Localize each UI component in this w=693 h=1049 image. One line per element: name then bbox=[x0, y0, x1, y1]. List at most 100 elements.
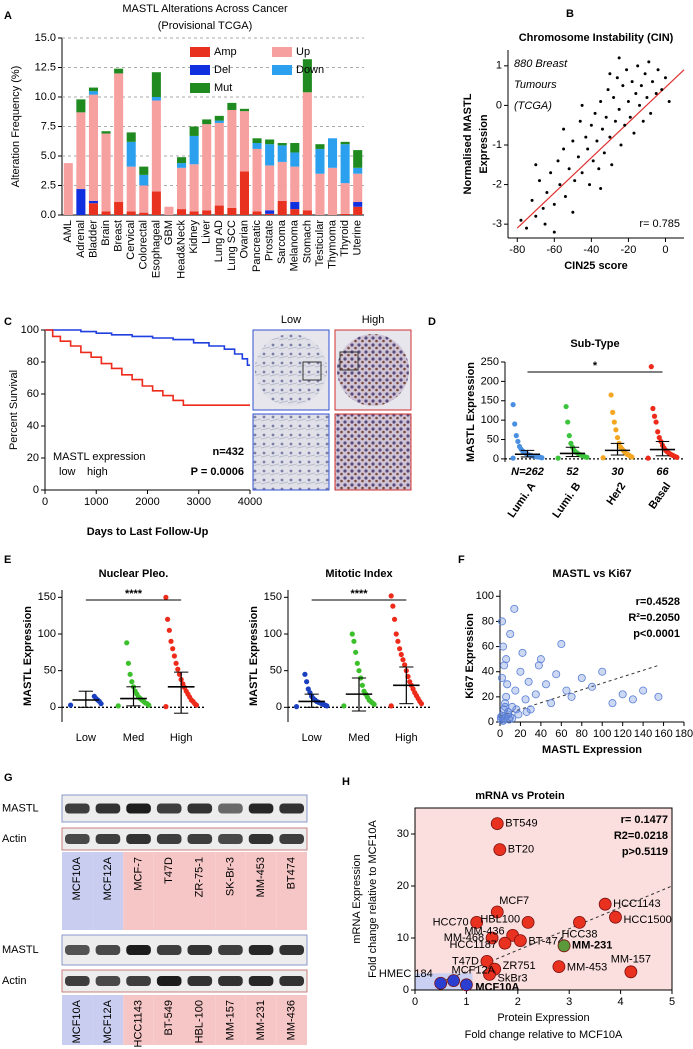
x-tick-label: Lumi. A bbox=[506, 480, 539, 520]
y-tick-label: -3 bbox=[492, 218, 502, 230]
data-point bbox=[510, 402, 516, 408]
x-tick-label: 180 bbox=[675, 728, 693, 740]
bar-segment bbox=[189, 164, 199, 212]
data-point bbox=[577, 674, 586, 683]
data-point bbox=[608, 72, 612, 76]
data-point bbox=[619, 143, 623, 147]
bar-segment bbox=[151, 97, 161, 101]
point-label: BT549 bbox=[505, 818, 537, 830]
blot-band bbox=[156, 945, 182, 955]
data-point bbox=[602, 151, 606, 155]
data-point bbox=[490, 817, 504, 830]
n-label: N=262 bbox=[511, 466, 544, 478]
data-point bbox=[628, 115, 632, 119]
image-frame bbox=[334, 413, 412, 491]
data-point bbox=[558, 183, 562, 187]
bar-segment bbox=[114, 202, 124, 215]
data-point bbox=[547, 699, 556, 708]
x-tick-label: 0 bbox=[42, 496, 48, 508]
data-point bbox=[624, 965, 638, 979]
blot-band bbox=[126, 803, 151, 814]
data-point bbox=[608, 392, 614, 398]
data-point bbox=[660, 88, 664, 92]
data-point bbox=[91, 693, 97, 699]
x-tick-label: Med bbox=[123, 732, 144, 744]
lane-label: T47D bbox=[163, 857, 175, 884]
x-tick-label: 20 bbox=[514, 728, 526, 740]
data-point bbox=[650, 405, 656, 412]
data-point bbox=[361, 688, 367, 694]
data-point bbox=[614, 434, 621, 441]
axis-label: Alteration Frequency (%) bbox=[10, 66, 22, 188]
n-label: 52 bbox=[566, 466, 578, 478]
legend-swatch bbox=[190, 65, 210, 75]
blot-frame bbox=[61, 969, 308, 993]
point-label: HCC1500 bbox=[623, 914, 671, 926]
data-point bbox=[613, 427, 619, 433]
bar-segment bbox=[126, 166, 136, 212]
blot-band bbox=[248, 976, 274, 986]
data-point bbox=[341, 703, 347, 709]
y-tick-label: 80 bbox=[27, 356, 39, 368]
bar-segment bbox=[315, 148, 325, 174]
chart-title: Chromosome Instability (CIN) bbox=[519, 32, 674, 44]
x-tick-label: Adrenal bbox=[75, 220, 87, 258]
x-tick-label: 140 bbox=[634, 728, 652, 740]
x-tick-label: 2 bbox=[515, 996, 521, 1008]
data-point bbox=[552, 960, 566, 973]
data-point bbox=[562, 127, 566, 131]
x-tick-label: 3 bbox=[566, 996, 572, 1008]
survival-curve bbox=[45, 329, 250, 406]
x-tick-label: Melanoma bbox=[289, 219, 301, 271]
data-point bbox=[447, 974, 460, 988]
lane-label: HBL-100 bbox=[194, 1000, 206, 1043]
point-label: MM-436 bbox=[464, 925, 504, 937]
chart-title: Sub-Type bbox=[570, 338, 619, 350]
y-tick-label: 80 bbox=[482, 615, 494, 627]
bar-segment bbox=[177, 167, 187, 210]
data-point bbox=[115, 703, 121, 709]
data-point bbox=[393, 631, 399, 637]
x-tick-label: Basal bbox=[647, 481, 674, 512]
data-point bbox=[493, 843, 507, 856]
panel-letter: C bbox=[4, 316, 12, 328]
lane-label-bg bbox=[153, 852, 185, 930]
chart-title: MASTL vs Ki67 bbox=[552, 568, 631, 580]
data-point bbox=[578, 119, 582, 123]
x-tick-label: 40 bbox=[535, 728, 547, 740]
bar-segment bbox=[139, 174, 149, 186]
data-point bbox=[623, 123, 627, 127]
bar-segment bbox=[252, 143, 262, 149]
data-point bbox=[630, 80, 634, 84]
data-point bbox=[593, 111, 597, 115]
x-tick-label: 1 bbox=[463, 996, 469, 1008]
data-point bbox=[600, 127, 604, 131]
data-point bbox=[610, 409, 616, 415]
x-tick-label: Colorectal bbox=[138, 220, 150, 270]
bar-segment bbox=[88, 91, 98, 95]
data-point bbox=[397, 646, 403, 652]
legend-label: low bbox=[59, 466, 76, 478]
lane-label-bg bbox=[245, 995, 277, 1045]
bar-segment bbox=[290, 166, 300, 203]
lane-label-bg bbox=[276, 995, 307, 1045]
x-tick-label: Kidney bbox=[188, 220, 200, 254]
data-point bbox=[354, 660, 360, 666]
bar-segment bbox=[227, 207, 237, 215]
blot-band bbox=[279, 976, 304, 986]
data-point bbox=[510, 455, 516, 461]
data-point bbox=[563, 403, 569, 410]
data-point bbox=[400, 657, 406, 663]
axis-label: Days to Last Follow-Up bbox=[87, 526, 209, 538]
chart-title: Nuclear Pleo. bbox=[99, 568, 169, 580]
data-point bbox=[515, 438, 521, 445]
data-point bbox=[502, 655, 511, 664]
data-point bbox=[625, 68, 629, 72]
blot-row-label: MASTL bbox=[2, 802, 39, 814]
point-label: T47D bbox=[452, 955, 479, 967]
bar-segment bbox=[277, 143, 287, 146]
x-tick-label: -40 bbox=[583, 244, 599, 256]
bar-segment bbox=[290, 143, 300, 153]
y-tick-label: 0 bbox=[496, 99, 502, 111]
bar-segment bbox=[340, 144, 350, 184]
